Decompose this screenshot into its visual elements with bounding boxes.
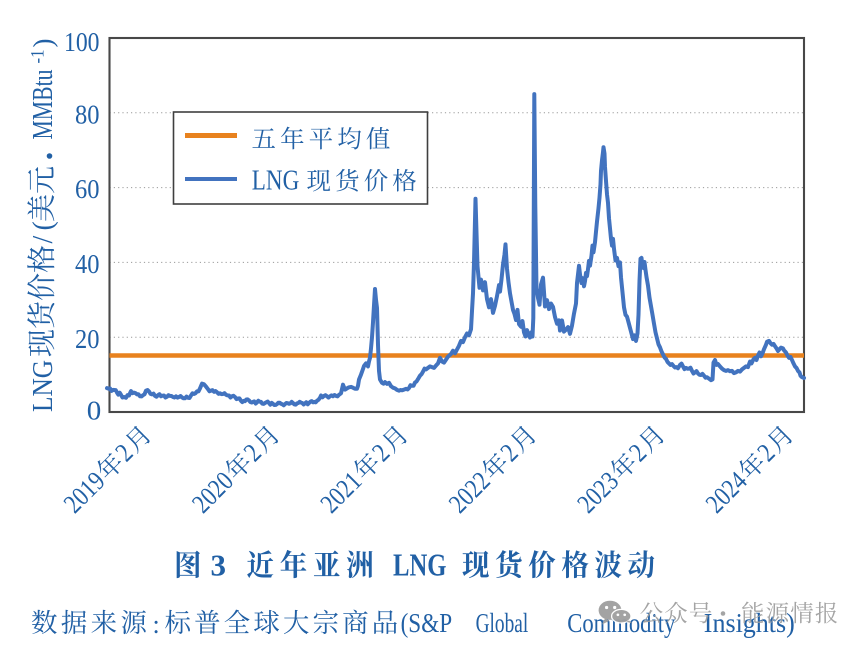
svg-text:20: 20: [75, 323, 100, 354]
svg-text:0: 0: [87, 395, 102, 426]
svg-text:80: 80: [75, 98, 100, 129]
svg-text::: :: [153, 610, 160, 639]
svg-text:40: 40: [75, 248, 100, 279]
svg-text:60: 60: [75, 173, 100, 204]
svg-text:Global: Global: [476, 607, 529, 638]
svg-text:-1: -1: [28, 50, 49, 64]
svg-text:LNG: LNG: [28, 360, 59, 412]
svg-text:(: (: [28, 221, 59, 230]
svg-text:3: 3: [211, 548, 227, 583]
svg-text:): ): [28, 39, 58, 48]
svg-text:(S&P: (S&P: [401, 607, 453, 638]
svg-text:100: 100: [64, 26, 100, 57]
svg-text:LNG: LNG: [393, 548, 447, 583]
svg-text:LNG: LNG: [252, 166, 299, 197]
svg-text:/: /: [28, 236, 59, 244]
svg-text:MMBtu: MMBtu: [28, 70, 59, 140]
